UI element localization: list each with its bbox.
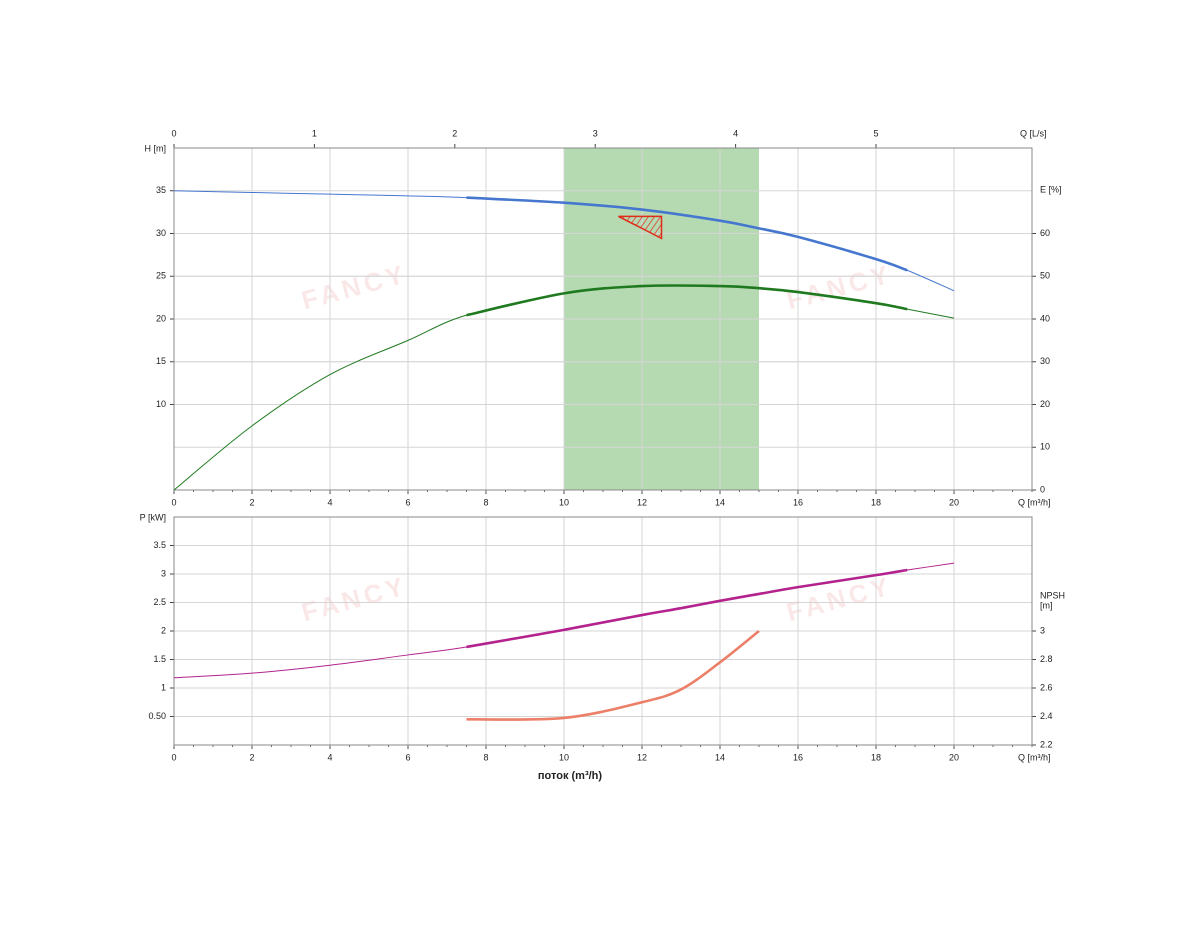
y2-tick-label: 40 bbox=[1040, 313, 1050, 323]
x-tick-label: 10 bbox=[559, 497, 569, 507]
operating-segment bbox=[466, 196, 908, 272]
x-tick-label: 14 bbox=[715, 497, 725, 507]
x-axis-title: поток (m³/h) bbox=[538, 770, 602, 782]
y-tick-label: 15 bbox=[156, 356, 166, 366]
x-tick-label: 20 bbox=[949, 752, 959, 762]
x-tick-label: 18 bbox=[871, 752, 881, 762]
x-tick-label: 0 bbox=[171, 497, 176, 507]
x-tick-label: 20 bbox=[949, 497, 959, 507]
y-tick-label: 2.5 bbox=[153, 597, 166, 607]
y2-tick-label: 2.2 bbox=[1040, 739, 1053, 749]
x-tick-label: 0 bbox=[171, 752, 176, 762]
x2-tick-label: 4 bbox=[733, 128, 738, 138]
y2-tick-label: 50 bbox=[1040, 271, 1050, 281]
x-tick-label: 14 bbox=[715, 752, 725, 762]
y-tick-label: 1 bbox=[161, 682, 166, 692]
y-axis-label: H [m] bbox=[145, 143, 167, 153]
x2-tick-label: 2 bbox=[452, 128, 457, 138]
x-tick-label: 10 bbox=[559, 752, 569, 762]
x2-tick-label: 5 bbox=[874, 128, 879, 138]
x-tick-label: 8 bbox=[483, 752, 488, 762]
x-tick-label: 2 bbox=[249, 752, 254, 762]
y-tick-label: 0.50 bbox=[148, 711, 166, 721]
x2-tick-label: 1 bbox=[312, 128, 317, 138]
x-tick-label: 18 bbox=[871, 497, 881, 507]
y-tick-label: 25 bbox=[156, 271, 166, 281]
y2-tick-label: 0 bbox=[1040, 484, 1045, 494]
x-tick-label: 6 bbox=[405, 497, 410, 507]
plot-frame bbox=[173, 516, 1033, 746]
x-tick-label: 4 bbox=[327, 752, 332, 762]
series-line bbox=[466, 629, 760, 721]
x-tick-label: 16 bbox=[793, 752, 803, 762]
y-tick-label: 2 bbox=[161, 625, 166, 635]
y-tick-label: 3 bbox=[161, 568, 166, 578]
x-tick-label: 12 bbox=[637, 497, 647, 507]
x-axis-label: Q [m³/h] bbox=[1018, 752, 1051, 762]
y2-tick-label: 2.8 bbox=[1040, 654, 1053, 664]
y2-axis-label: NPSH bbox=[1040, 590, 1065, 600]
y2-tick-label: 10 bbox=[1040, 442, 1050, 452]
y2-tick-label: 2.4 bbox=[1040, 711, 1053, 721]
duty-point bbox=[618, 215, 663, 240]
y2-axis-label: E [%] bbox=[1040, 184, 1062, 194]
y-tick-label: 20 bbox=[156, 313, 166, 323]
x-tick-label: 16 bbox=[793, 497, 803, 507]
y-tick-label: 30 bbox=[156, 228, 166, 238]
x-tick-label: 6 bbox=[405, 752, 410, 762]
x-tick-label: 2 bbox=[249, 497, 254, 507]
x2-tick-label: 3 bbox=[593, 128, 598, 138]
y-tick-label: 3.5 bbox=[153, 540, 166, 550]
y-axis-label: P [kW] bbox=[140, 512, 166, 522]
y2-tick-label: 20 bbox=[1040, 399, 1050, 409]
y2-axis-label: [m] bbox=[1040, 600, 1053, 610]
x-tick-label: 12 bbox=[637, 752, 647, 762]
x-axis-label: Q [m³/h] bbox=[1018, 497, 1051, 507]
y2-tick-label: 60 bbox=[1040, 228, 1050, 238]
plot-frame bbox=[173, 147, 1033, 491]
x-tick-label: 8 bbox=[483, 497, 488, 507]
y2-tick-label: 3 bbox=[1040, 625, 1045, 635]
y2-tick-label: 30 bbox=[1040, 356, 1050, 366]
y-tick-label: 1.5 bbox=[153, 654, 166, 664]
x-tick-label: 4 bbox=[327, 497, 332, 507]
y2-tick-label: 2.6 bbox=[1040, 682, 1053, 692]
operating-segment bbox=[466, 568, 908, 649]
x2-axis-label: Q [L/s] bbox=[1020, 128, 1047, 138]
y-tick-label: 35 bbox=[156, 185, 166, 195]
x2-tick-label: 0 bbox=[171, 128, 176, 138]
operating-segment bbox=[466, 284, 908, 317]
y-tick-label: 10 bbox=[156, 399, 166, 409]
